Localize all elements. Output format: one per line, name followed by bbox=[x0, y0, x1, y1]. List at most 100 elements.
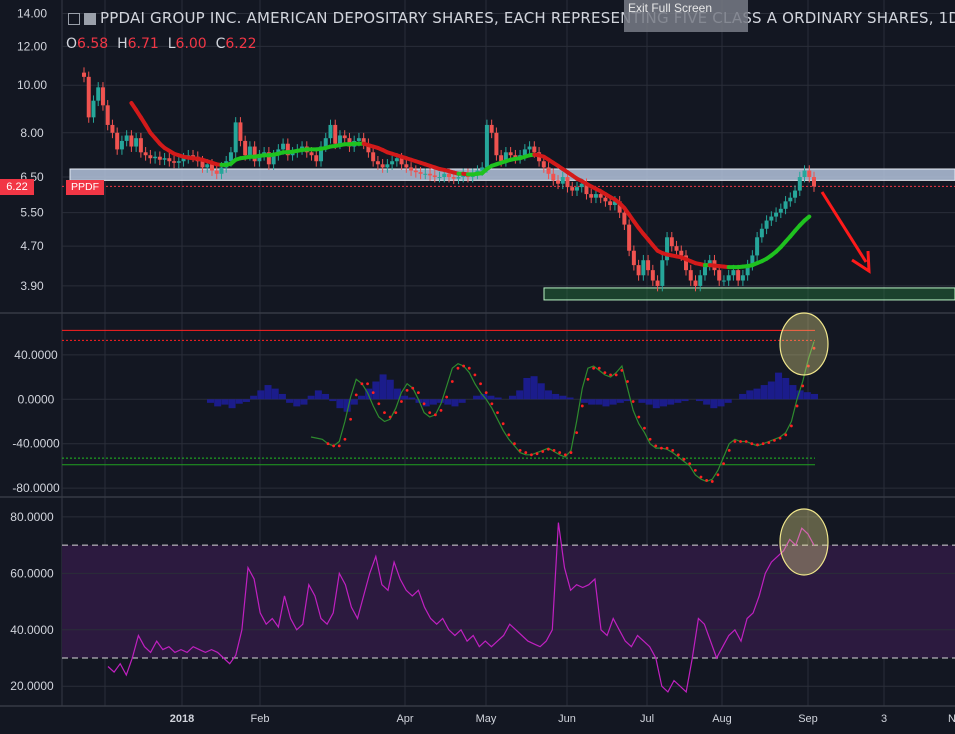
ohlc-close: 6.22 bbox=[225, 36, 257, 52]
stoch-d-dot bbox=[394, 411, 398, 415]
stoch-d-dot bbox=[722, 462, 725, 466]
stoch-d-dot bbox=[411, 386, 415, 390]
candle-body bbox=[96, 87, 101, 101]
stoch-tick-2: -40.0000 bbox=[12, 437, 60, 451]
candle-body bbox=[394, 158, 399, 162]
support-zone bbox=[543, 287, 955, 301]
stoch-d-dot bbox=[428, 411, 432, 415]
candle-body bbox=[290, 152, 295, 156]
candle-body bbox=[110, 124, 115, 133]
add-symbol-icon[interactable] bbox=[68, 12, 80, 25]
candle-body bbox=[769, 216, 774, 221]
stoch-d-dot bbox=[620, 369, 624, 372]
stoch-histogram-bar bbox=[796, 390, 804, 400]
stoch-d-dot bbox=[518, 448, 522, 452]
stoch-histogram-bar bbox=[473, 395, 481, 400]
stoch-d-dot bbox=[473, 373, 477, 377]
candle-body bbox=[167, 158, 172, 162]
candle-body bbox=[243, 140, 248, 156]
stoch-d-dot bbox=[705, 478, 709, 482]
rsi-band bbox=[62, 545, 955, 659]
price-tick-6: 4.70 bbox=[20, 239, 44, 253]
candle-body bbox=[797, 177, 802, 191]
candle-body bbox=[669, 237, 674, 247]
candle-body bbox=[323, 138, 328, 147]
stoch-histogram-bar bbox=[350, 399, 358, 405]
stoch-histogram-bar bbox=[458, 399, 466, 403]
candle-body bbox=[200, 161, 205, 168]
candle-body bbox=[437, 177, 442, 179]
stoch-d-dot bbox=[727, 448, 731, 452]
candle-body bbox=[380, 164, 385, 168]
candle-body bbox=[627, 224, 632, 251]
stoch-histogram-bar bbox=[782, 377, 790, 400]
candle-body bbox=[589, 194, 594, 198]
candle-body bbox=[447, 173, 451, 178]
stoch-d-dot bbox=[496, 411, 499, 415]
stoch-histogram-bar bbox=[811, 393, 818, 400]
symbol-price-tag: PPDF bbox=[66, 180, 105, 195]
candle-body bbox=[788, 197, 793, 202]
rsi-tick-0: 80.0000 bbox=[10, 510, 54, 524]
x-tick-6: Aug bbox=[712, 713, 732, 725]
candle-body bbox=[356, 138, 361, 141]
stoch-d-dot bbox=[377, 402, 381, 406]
candle-body bbox=[551, 173, 556, 181]
stoch-d-dot bbox=[631, 400, 635, 403]
stoch-histogram-bar bbox=[775, 372, 783, 400]
stoch-d-dot bbox=[586, 377, 590, 381]
price-tick-0: 14.00 bbox=[17, 6, 47, 20]
candle-body bbox=[119, 140, 124, 150]
stoch-histogram-bar bbox=[336, 399, 344, 409]
last-price-tag: 6.22 bbox=[0, 179, 34, 195]
candle-body bbox=[328, 124, 333, 139]
stoch-histogram-bar bbox=[645, 399, 653, 405]
candle-body bbox=[783, 201, 788, 209]
candle-body bbox=[252, 146, 257, 162]
candle-body bbox=[319, 146, 324, 162]
stoch-d-dot bbox=[789, 424, 793, 428]
stoch-d-dot bbox=[660, 446, 663, 450]
candle-body bbox=[480, 167, 485, 171]
stoch-histogram-bar bbox=[242, 399, 250, 402]
stoch-d-dot bbox=[552, 448, 556, 452]
candle-body bbox=[774, 212, 779, 217]
candle-body bbox=[641, 260, 646, 276]
stoch-histogram-bar bbox=[789, 385, 797, 400]
stoch-d-dot bbox=[349, 417, 352, 421]
exit-fullscreen-button[interactable]: Exit Full Screen bbox=[624, 0, 748, 32]
candle-body bbox=[191, 155, 196, 157]
candle-body bbox=[423, 173, 428, 175]
candle-body bbox=[404, 164, 409, 168]
stoch-histogram-bar bbox=[760, 385, 768, 400]
stoch-histogram-bar bbox=[595, 399, 603, 405]
candle-body bbox=[570, 187, 575, 191]
candle-body bbox=[688, 270, 693, 281]
candle-body bbox=[693, 280, 698, 286]
stoch-d-dot bbox=[450, 380, 454, 383]
candle-body bbox=[181, 158, 186, 162]
stoch-d-dot bbox=[626, 380, 629, 383]
stoch-d-dot bbox=[422, 402, 426, 406]
stoch-tick-0: 40.0000 bbox=[14, 348, 58, 362]
stoch-histogram-bar bbox=[271, 388, 279, 400]
title-text: PPDAI GROUP INC. AMERICAN DEPOSITARY SHA… bbox=[100, 9, 955, 27]
stoch-histogram-bar bbox=[293, 399, 301, 407]
candle-body bbox=[91, 100, 96, 118]
rsi-line bbox=[107, 522, 815, 694]
candle-body bbox=[707, 260, 712, 266]
candle-body bbox=[736, 270, 741, 281]
stoch-histogram-bar bbox=[250, 395, 258, 400]
ohlc-h-label: H bbox=[117, 36, 128, 52]
ohlc-high: 6.71 bbox=[127, 36, 159, 52]
ohlc-readout: O6.58 H6.71 L6.00 C6.22 bbox=[66, 36, 257, 52]
price-tick-5: 5.50 bbox=[20, 206, 44, 220]
stoch-histogram-bar bbox=[616, 399, 624, 403]
stoch-d-dot bbox=[546, 447, 550, 451]
stoch-histogram-bar bbox=[235, 399, 243, 404]
candle-body bbox=[684, 255, 689, 271]
stoch-histogram-bar bbox=[803, 392, 811, 400]
candle-body bbox=[565, 177, 570, 188]
